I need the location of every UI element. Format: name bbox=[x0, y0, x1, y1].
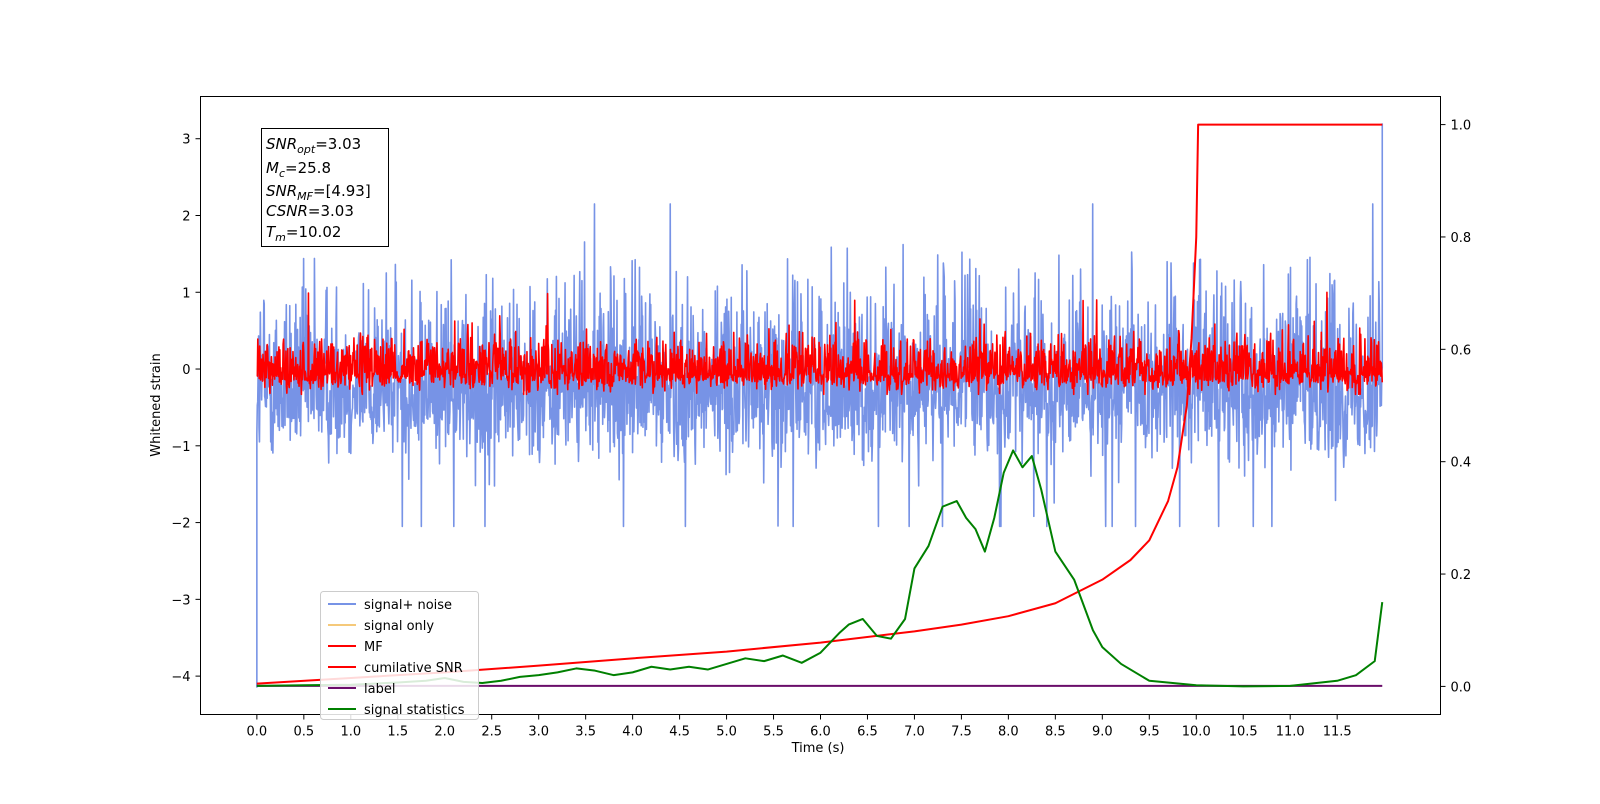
legend-label-signal-noise: signal+ noise bbox=[364, 598, 452, 613]
info-snr-mf: SNRMF=[4.93] bbox=[266, 182, 371, 203]
x-tick-label: 6.5 bbox=[857, 725, 878, 740]
x-tick-label: 9.0 bbox=[1092, 725, 1113, 740]
info-box: SNRopt=3.03 Mc=25.8 SNRMF=[4.93] CSNR=3.… bbox=[261, 128, 389, 247]
y-tick-label: −3 bbox=[171, 593, 190, 608]
y-tick-label: −4 bbox=[171, 670, 190, 685]
legend: signal+ noise signal only MF cumilative … bbox=[320, 591, 479, 720]
legend-frame bbox=[320, 591, 479, 720]
y-tick-label: 2 bbox=[182, 209, 190, 224]
x-tick-label: 0.0 bbox=[247, 725, 268, 740]
x-tick-label: 11.0 bbox=[1276, 725, 1305, 740]
legend-label-signal-only: signal only bbox=[364, 619, 434, 634]
axes-layer: 0.0 0.5 1.0 1.5 2.0 2.5 3.0 3.5 4.0 4.5 5.0 5.5 6.0 6… bbox=[171, 119, 1471, 740]
x-tick-label: 10.0 bbox=[1182, 725, 1211, 740]
x-tick-label: 0.5 bbox=[293, 725, 314, 740]
y-tick-label: 3 bbox=[182, 133, 190, 148]
x-tick-label: 4.5 bbox=[669, 725, 690, 740]
y2-tick-label: 0.2 bbox=[1451, 568, 1472, 583]
y2-tick-label: 0.8 bbox=[1451, 231, 1472, 246]
y2-tick-label: 0.4 bbox=[1451, 456, 1472, 471]
x-tick-label: 5.5 bbox=[763, 725, 784, 740]
x-tick-label: 8.5 bbox=[1045, 725, 1066, 740]
y2-tick-label: 1.0 bbox=[1451, 119, 1472, 134]
legend-label-cumulative-snr: cumilative SNR bbox=[364, 661, 463, 676]
series-signal-noise bbox=[256, 123, 1384, 688]
x-tick-label: 10.5 bbox=[1229, 725, 1258, 740]
x-tick-label: 1.5 bbox=[387, 725, 408, 740]
x-tick-label: 3.0 bbox=[528, 725, 549, 740]
y2-tick-label: 0.6 bbox=[1451, 343, 1472, 358]
x-tick-label: 2.0 bbox=[434, 725, 455, 740]
info-tm: Tm=10.02 bbox=[266, 223, 341, 244]
y-tick-label: −2 bbox=[171, 517, 190, 532]
y-tick-label: −1 bbox=[171, 440, 190, 455]
legend-label-label: label bbox=[364, 682, 395, 697]
info-csnr: CSNR=3.03 bbox=[266, 202, 354, 220]
x-tick-label: 11.5 bbox=[1323, 725, 1352, 740]
series-signal-statistics bbox=[256, 449, 1384, 688]
legend-label-mf: MF bbox=[364, 640, 383, 655]
x-axis-title: Time (s) bbox=[791, 741, 845, 756]
x-tick-label: 4.0 bbox=[622, 725, 643, 740]
legend-label-signal-statistics: signal statistics bbox=[364, 703, 465, 718]
x-tick-label: 7.0 bbox=[904, 725, 925, 740]
y-tick-label: 0 bbox=[182, 363, 190, 378]
series-cumilative-snr bbox=[256, 123, 1383, 685]
x-tick-label: 2.5 bbox=[481, 725, 502, 740]
y2-tick-label: 0.0 bbox=[1451, 680, 1472, 695]
series-mf bbox=[256, 291, 1384, 396]
info-box-frame bbox=[261, 128, 389, 247]
x-tick-label: 1.0 bbox=[340, 725, 361, 740]
x-tick-label: 5.0 bbox=[716, 725, 737, 740]
x-tick-label: 3.5 bbox=[575, 725, 596, 740]
x-tick-label: 6.0 bbox=[810, 725, 831, 740]
x-tick-label: 8.0 bbox=[998, 725, 1019, 740]
info-snr-opt: SNRopt=3.03 bbox=[266, 135, 361, 156]
info-mc: Mc=25.8 bbox=[266, 159, 331, 180]
x-tick-label: 9.5 bbox=[1139, 725, 1160, 740]
x-tick-label: 7.5 bbox=[951, 725, 972, 740]
y-axis-title: Whitened strain bbox=[149, 353, 164, 456]
y-tick-label: 1 bbox=[182, 286, 190, 301]
